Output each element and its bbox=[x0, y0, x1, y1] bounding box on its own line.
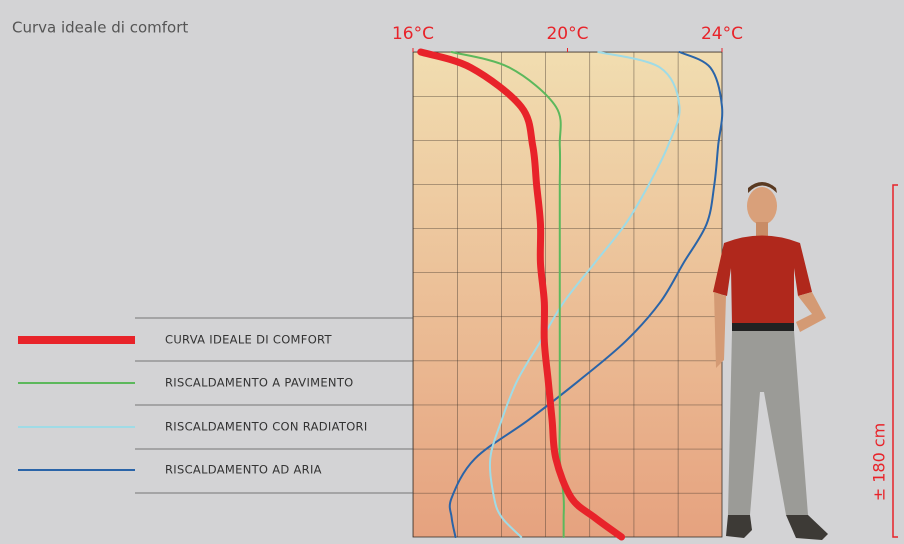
left-shoe bbox=[726, 515, 752, 538]
head bbox=[747, 187, 777, 225]
chart-title: Curva ideale di comfort bbox=[12, 19, 188, 37]
series-line bbox=[488, 51, 681, 538]
curves bbox=[417, 48, 724, 541]
shirt bbox=[713, 235, 812, 325]
legend-label: RISCALDAMENTO CON RADIATORI bbox=[165, 420, 368, 434]
person bbox=[713, 182, 828, 540]
belt bbox=[732, 323, 794, 331]
right-arm bbox=[796, 292, 826, 332]
x-tick-label: 24°C bbox=[701, 24, 743, 44]
legend-label: RISCALDAMENTO A PAVIMENTO bbox=[165, 376, 354, 390]
neck bbox=[756, 222, 768, 236]
series-line bbox=[448, 51, 724, 538]
series-line bbox=[417, 48, 626, 541]
left-arm bbox=[714, 292, 726, 368]
legend-label: CURVA IDEALE DI COMFORT bbox=[165, 333, 332, 347]
hair bbox=[748, 182, 777, 193]
plot-grid bbox=[412, 51, 723, 538]
right-shoe bbox=[786, 515, 828, 540]
legend-separators bbox=[135, 317, 413, 494]
height-bracket bbox=[892, 184, 898, 538]
height-label: ± 180 cm bbox=[870, 423, 889, 502]
x-tick-label: 16°C bbox=[392, 24, 434, 44]
trousers bbox=[728, 331, 808, 515]
x-tick-label: 20°C bbox=[546, 24, 588, 44]
legend-label: RISCALDAMENTO AD ARIA bbox=[165, 463, 322, 477]
